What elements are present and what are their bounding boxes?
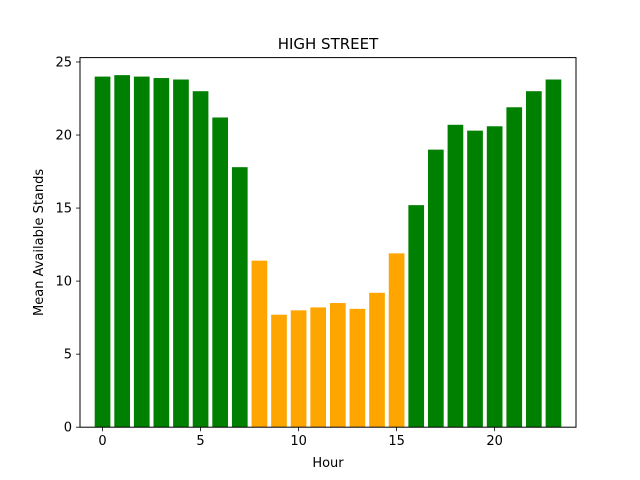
- y-tick-label: 15: [55, 202, 72, 217]
- bar-hour-3: [153, 78, 170, 428]
- x-tick-label: 15: [388, 434, 405, 449]
- bar-hour-15: [388, 253, 405, 428]
- bar-hour-16: [408, 205, 425, 428]
- y-axis-ticks: 0 5 10 15 20 25: [55, 55, 80, 436]
- bar-hour-8: [251, 260, 268, 428]
- x-tick-label: 5: [196, 434, 204, 449]
- bar-hour-21: [506, 107, 523, 428]
- x-axis-ticks: 0 5 10 15 20: [98, 427, 503, 449]
- bar-hour-4: [173, 79, 189, 428]
- y-axis-label: Mean Available Stands: [32, 169, 47, 316]
- bar-hour-22: [526, 91, 542, 428]
- bar-hour-18: [447, 124, 464, 428]
- bar-hour-17: [427, 149, 444, 428]
- y-tick-label: 0: [64, 421, 72, 436]
- bar-hour-11: [310, 307, 327, 428]
- y-tick-label: 20: [55, 129, 72, 144]
- bar-hour-5: [192, 91, 209, 428]
- bar-hour-23: [545, 79, 562, 428]
- bar-hour-0: [94, 76, 111, 428]
- bar-hour-13: [349, 308, 366, 428]
- x-tick-label: 10: [290, 434, 307, 449]
- bar-hour-6: [212, 117, 229, 428]
- bar-hour-19: [467, 130, 483, 428]
- x-tick-label: 0: [98, 434, 106, 449]
- bar-hour-14: [369, 292, 385, 428]
- y-tick-label: 10: [55, 275, 72, 290]
- x-axis-label: Hour: [312, 456, 344, 471]
- chart-title: HIGH STREET: [278, 35, 379, 53]
- y-tick-label: 25: [55, 55, 72, 70]
- y-tick-label: 5: [64, 348, 72, 363]
- bar-hour-9: [271, 314, 287, 428]
- plot-frame: [79, 57, 577, 428]
- bar-hour-12: [329, 303, 346, 428]
- bar-hour-7: [231, 167, 248, 428]
- bar-hour-1: [114, 75, 130, 428]
- bars-group: [94, 75, 562, 428]
- bar-hour-20: [486, 126, 503, 428]
- bar-hour-2: [133, 76, 150, 428]
- x-tick-label: 20: [486, 434, 503, 449]
- bar-hour-10: [290, 310, 307, 428]
